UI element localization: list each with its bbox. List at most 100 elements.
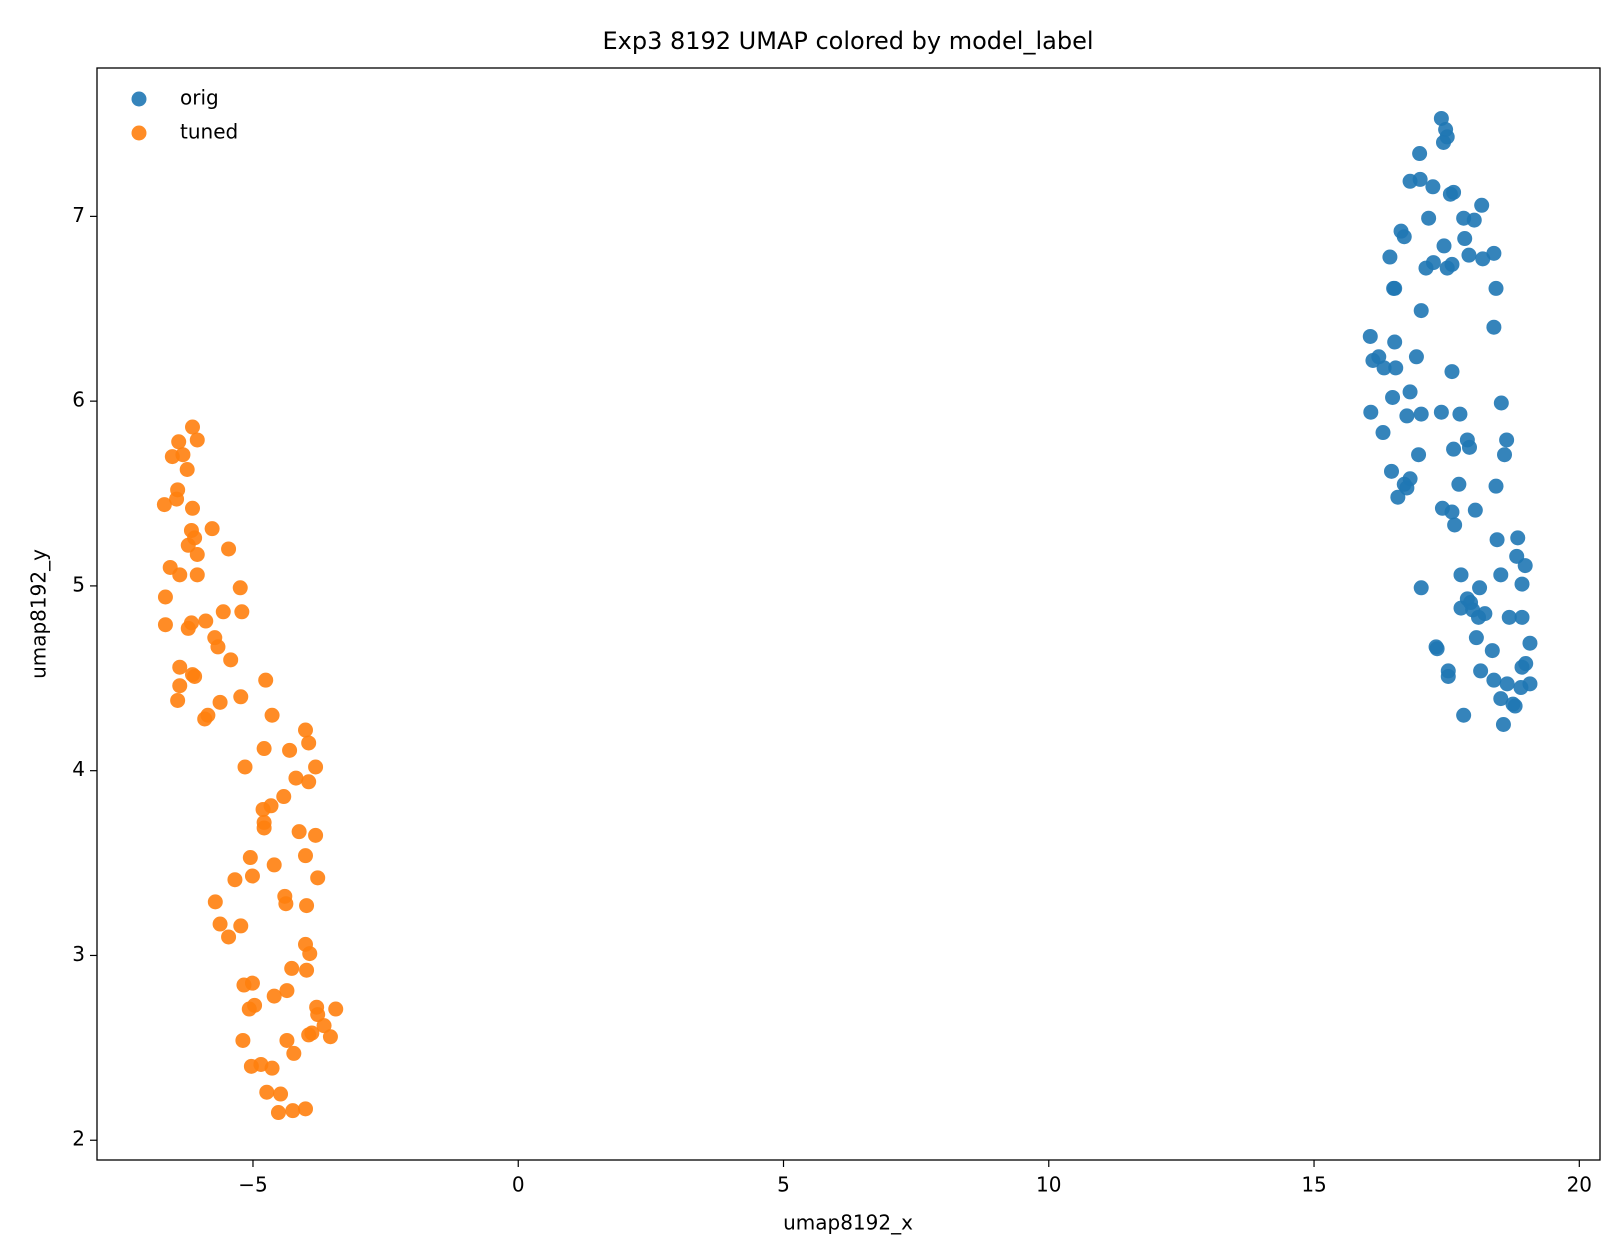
point: [256, 820, 272, 836]
point: [172, 567, 188, 583]
point: [258, 672, 274, 688]
point: [1493, 691, 1509, 707]
plot-frame: [96, 67, 1601, 1161]
point: [157, 589, 173, 605]
point: [1517, 558, 1533, 574]
point: [1488, 478, 1504, 494]
point: [1390, 489, 1406, 505]
point: [171, 434, 187, 450]
point: [179, 462, 195, 478]
point: [1453, 600, 1469, 616]
point: [1412, 171, 1428, 187]
point: [1467, 502, 1483, 518]
point: [1457, 231, 1473, 247]
point: [1497, 447, 1513, 463]
chart-title: Exp3 8192 UMAP colored by model_label: [602, 27, 1093, 55]
point: [172, 678, 188, 694]
point: [197, 711, 213, 727]
point: [316, 1018, 332, 1034]
point: [1444, 364, 1460, 380]
point: [279, 1032, 295, 1048]
x-tick-label: 10: [1036, 1173, 1061, 1197]
point: [234, 604, 250, 620]
point: [286, 1045, 302, 1061]
point: [1522, 635, 1538, 651]
point: [1486, 672, 1502, 688]
point: [242, 850, 258, 866]
point: [198, 613, 214, 629]
point: [1387, 280, 1403, 296]
point: [1493, 395, 1509, 411]
point: [1375, 425, 1391, 441]
legend-marker: [131, 91, 147, 107]
point: [1456, 707, 1472, 723]
point: [1466, 212, 1482, 228]
point: [1418, 260, 1434, 276]
point: [1447, 517, 1463, 533]
point: [308, 827, 324, 843]
point: [1493, 567, 1509, 583]
point: [1472, 580, 1488, 596]
point: [297, 1101, 313, 1117]
x-tick-label: 0: [512, 1173, 525, 1197]
point: [276, 789, 292, 805]
point: [157, 617, 173, 633]
point: [1489, 532, 1505, 548]
point: [175, 447, 191, 463]
point: [187, 668, 203, 684]
point: [1514, 609, 1530, 625]
point: [210, 639, 226, 655]
point: [1411, 447, 1427, 463]
point: [259, 1084, 275, 1100]
x-axis-label: umap8192_x: [783, 1211, 913, 1235]
point: [244, 868, 260, 884]
point: [1499, 676, 1515, 692]
x-tick-label: −5: [238, 1173, 267, 1197]
point: [1399, 408, 1415, 424]
point: [1363, 404, 1379, 420]
point: [270, 1105, 286, 1121]
y-tick-label: 7: [72, 203, 85, 227]
point: [1468, 630, 1484, 646]
point: [1486, 245, 1502, 261]
y-tick-label: 6: [72, 388, 85, 412]
point: [204, 521, 220, 537]
point: [1446, 441, 1462, 457]
point: [1499, 432, 1515, 448]
point: [1408, 349, 1424, 365]
point: [212, 694, 228, 710]
point: [1413, 580, 1429, 596]
point: [1388, 360, 1404, 376]
point: [232, 580, 248, 596]
point: [156, 497, 172, 513]
point: [255, 801, 271, 817]
point: [297, 848, 313, 864]
point: [189, 432, 205, 448]
point: [1439, 260, 1455, 276]
point: [1484, 643, 1500, 659]
point: [1510, 530, 1526, 546]
point: [170, 692, 186, 708]
point: [1514, 576, 1530, 592]
point: [1413, 406, 1429, 422]
x-tick-label: 15: [1301, 1173, 1326, 1197]
point: [1451, 476, 1467, 492]
point: [189, 547, 205, 563]
legend-label: tuned: [180, 120, 238, 144]
point: [308, 759, 324, 775]
point: [264, 1060, 280, 1076]
point: [180, 620, 196, 636]
point: [301, 735, 317, 751]
point: [1365, 352, 1381, 368]
point: [184, 419, 200, 435]
point: [301, 1027, 317, 1043]
point: [1513, 680, 1529, 696]
point: [241, 1001, 257, 1017]
point: [189, 567, 205, 583]
point: [233, 918, 249, 934]
point: [1433, 404, 1449, 420]
point: [1435, 134, 1451, 150]
point: [169, 491, 185, 507]
point: [184, 500, 200, 516]
